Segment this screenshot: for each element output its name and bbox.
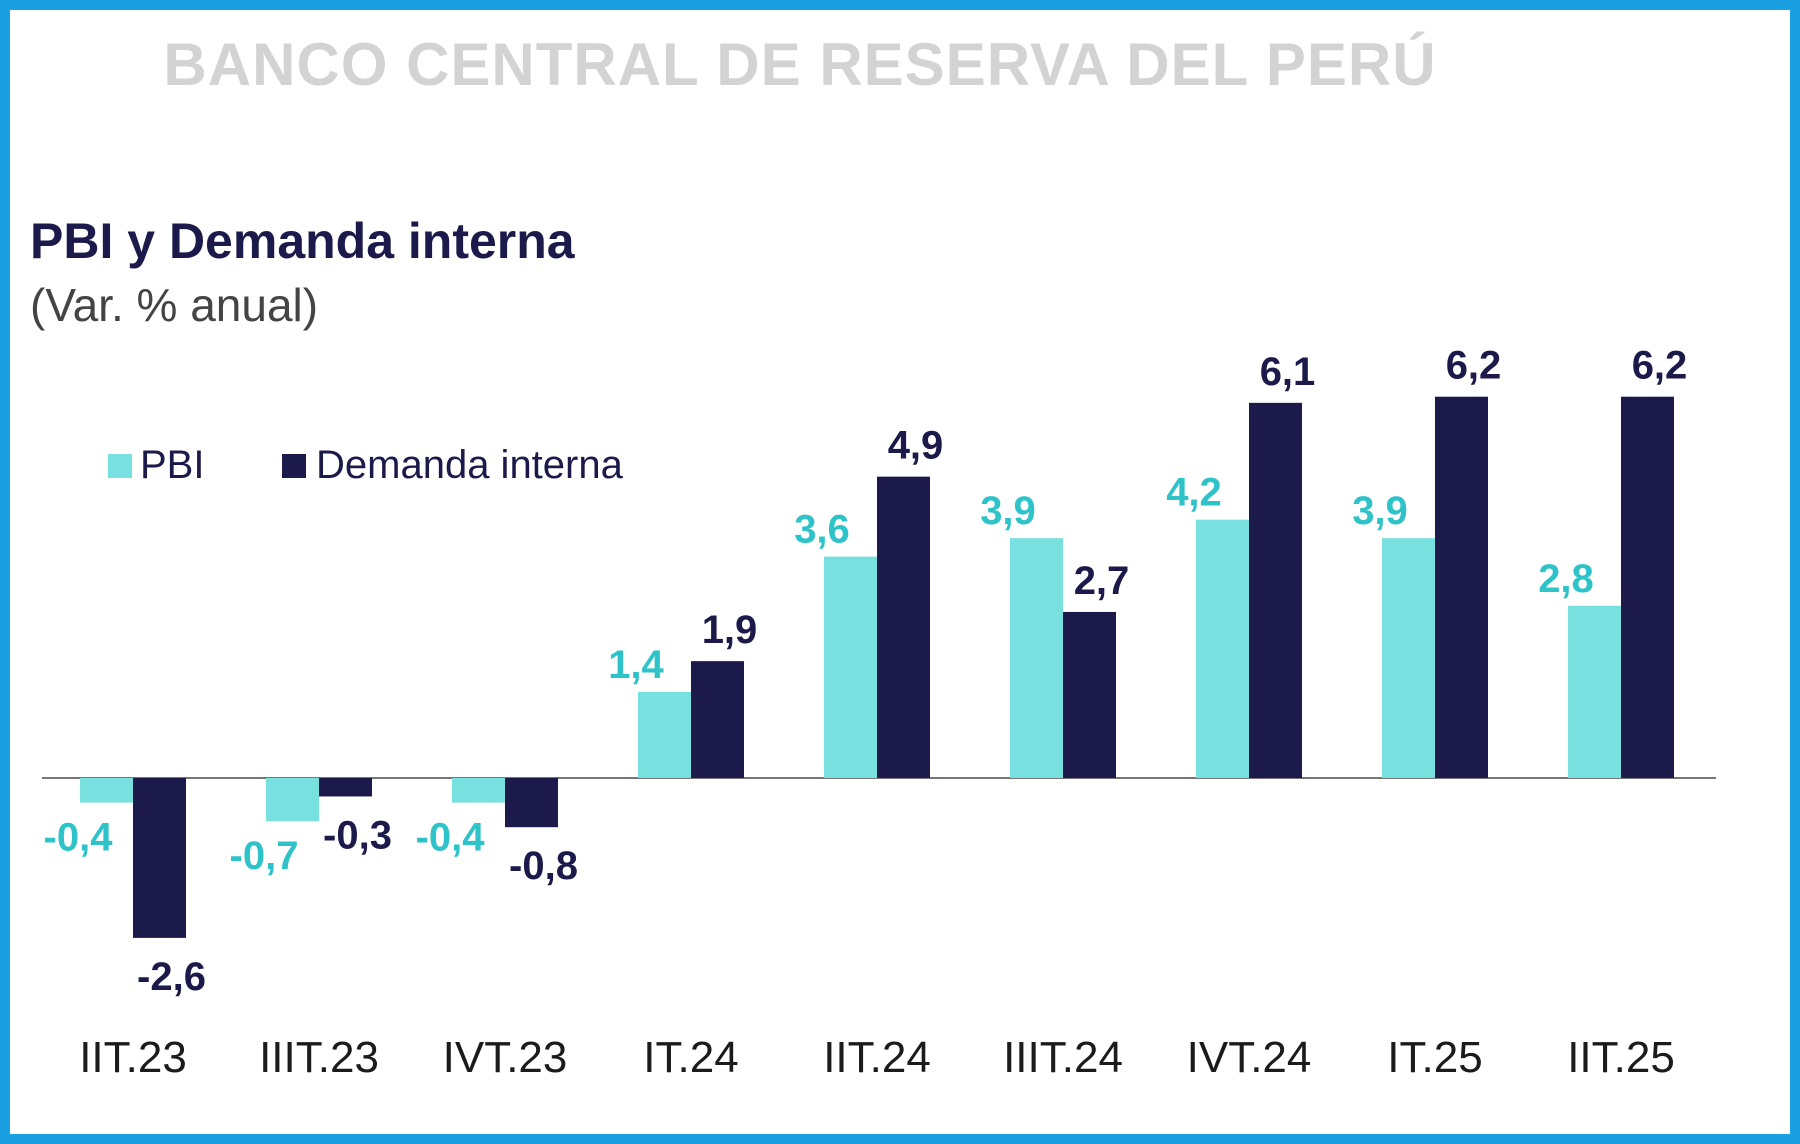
x-tick-label-IIIT.23: IIIT.23 [259, 1033, 379, 1082]
label-demanda-IIIT.24: 2,7 [1074, 559, 1130, 603]
x-tick-label-IIT.24: IIT.24 [823, 1033, 931, 1082]
label-demanda-IVT.23: -0,8 [509, 844, 578, 888]
x-tick-label-IVT.23: IVT.23 [443, 1033, 568, 1082]
label-pbi-IIT.25: 2,8 [1538, 557, 1594, 601]
bar-pbi-IT.25 [1382, 538, 1435, 778]
label-demanda-IIT.24: 4,9 [888, 424, 944, 468]
bar-pbi-IT.24 [638, 691, 691, 778]
chart-subtitle: (Var. % anual) [30, 279, 319, 331]
label-demanda-IVT.24: 6,1 [1260, 350, 1316, 394]
legend-label-demanda: Demanda interna [316, 443, 624, 487]
bar-demanda-IT.25 [1435, 396, 1488, 778]
bar-demanda-IIIT.23 [319, 778, 372, 797]
chart-title: PBI y Demanda interna [30, 213, 575, 269]
label-demanda-IIT.23: -2,6 [137, 955, 206, 999]
label-pbi-IIIT.23: -0,7 [230, 834, 299, 878]
bar-pbi-IIT.24 [824, 556, 877, 778]
x-tick-label-IIT.23: IIT.23 [79, 1033, 187, 1082]
bar-pbi-IIT.25 [1568, 605, 1621, 778]
bar-demanda-IIT.24 [877, 476, 930, 778]
label-demanda-IT.25: 6,2 [1446, 344, 1502, 388]
label-pbi-IIIT.24: 3,9 [980, 489, 1036, 533]
bar-pbi-IIIT.24 [1010, 538, 1063, 778]
bar-demanda-IVT.24 [1249, 402, 1302, 778]
label-pbi-IIT.24: 3,6 [794, 508, 850, 552]
bar-demanda-IIIT.24 [1063, 611, 1116, 778]
bar-demanda-IIT.25 [1621, 396, 1674, 778]
label-pbi-IVT.24: 4,2 [1166, 471, 1222, 515]
label-pbi-IVT.23: -0,4 [416, 816, 486, 860]
bar-pbi-IVT.23 [452, 778, 505, 803]
bar-pbi-IIT.23 [80, 778, 133, 803]
header-title: BANCO CENTRAL DE RESERVA DEL PERÚ [163, 31, 1437, 98]
label-demanda-IIT.25: 6,2 [1632, 344, 1688, 388]
x-tick-label-IIT.25: IIT.25 [1567, 1033, 1675, 1082]
bar-demanda-IVT.23 [505, 778, 558, 828]
x-tick-label-IT.24: IT.24 [643, 1033, 738, 1082]
x-tick-label-IVT.24: IVT.24 [1187, 1033, 1312, 1082]
legend-label-pbi: PBI [140, 443, 204, 487]
legend-swatch-demanda [282, 454, 306, 478]
bar-demanda-IIT.23 [133, 778, 186, 938]
bar-pbi-IIIT.23 [266, 778, 319, 822]
x-tick-label-IT.25: IT.25 [1387, 1033, 1482, 1082]
legend-swatch-pbi [108, 454, 132, 478]
label-pbi-IT.24: 1,4 [608, 643, 664, 687]
label-pbi-IT.25: 3,9 [1352, 489, 1408, 533]
x-tick-label-IIIT.24: IIIT.24 [1003, 1033, 1123, 1082]
label-demanda-IIIT.23: -0,3 [323, 813, 392, 857]
bar-pbi-IVT.24 [1196, 519, 1249, 778]
label-pbi-IIT.23: -0,4 [44, 816, 114, 860]
label-demanda-IT.24: 1,9 [702, 608, 758, 652]
bar-demanda-IT.24 [691, 661, 744, 778]
